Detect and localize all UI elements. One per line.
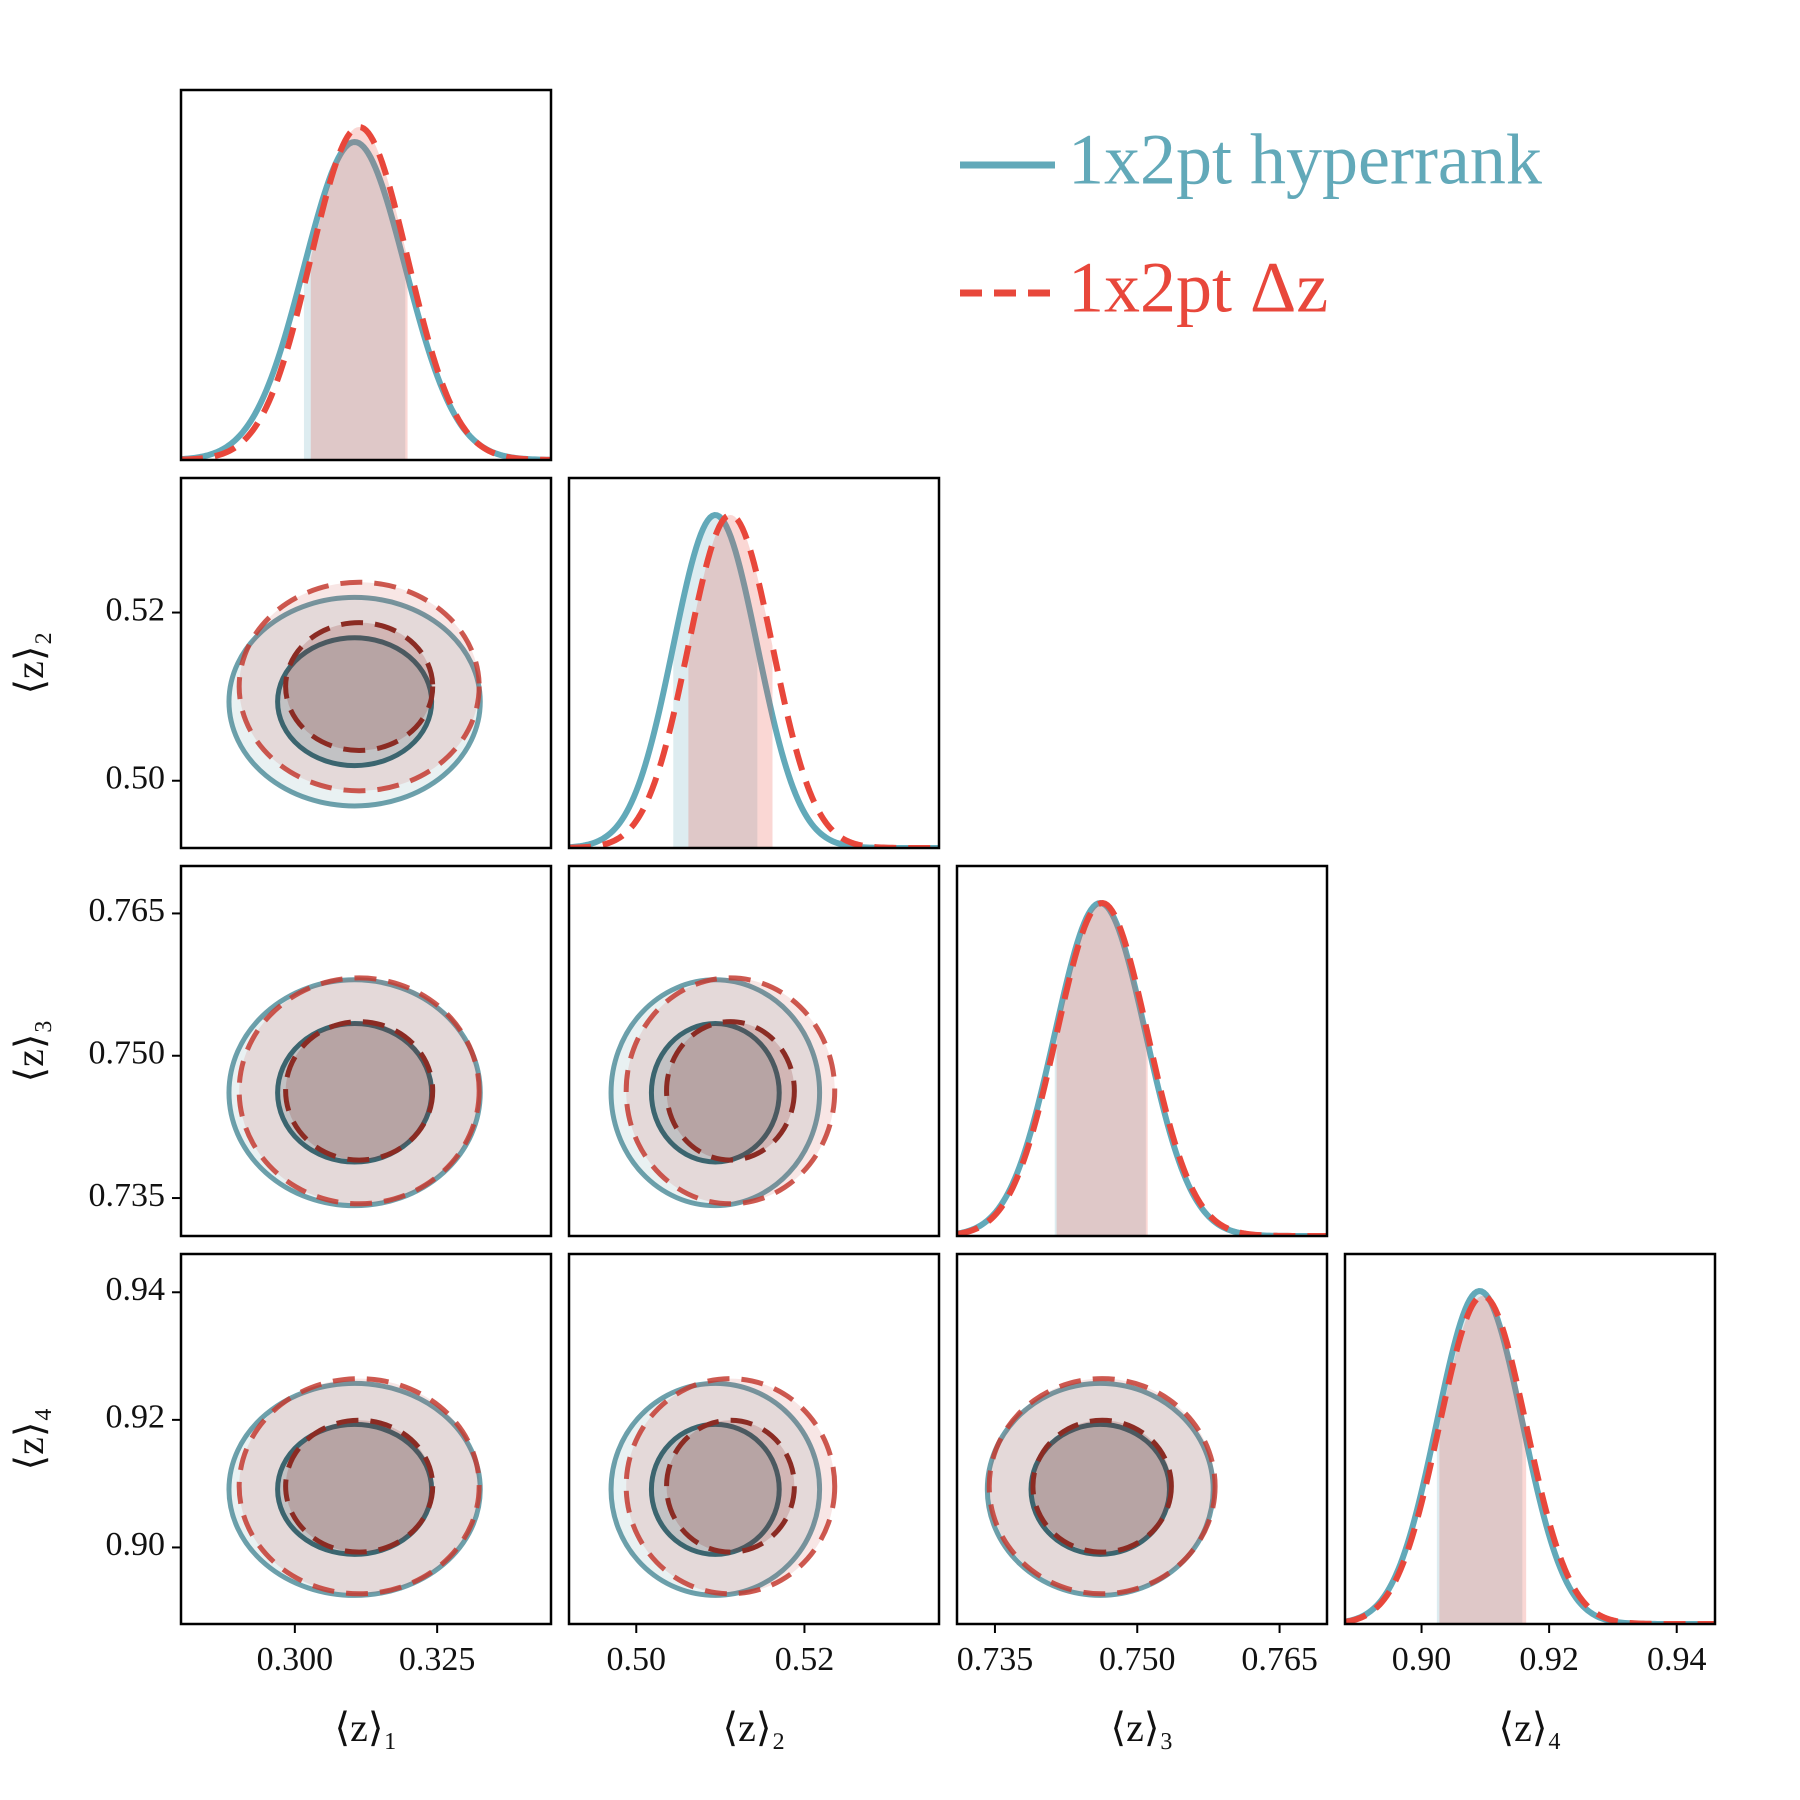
inner-contour bbox=[664, 1019, 797, 1163]
inner-contour bbox=[283, 1019, 436, 1163]
legend-label: 1x2pt Δz bbox=[1068, 248, 1328, 328]
panel bbox=[608, 1376, 838, 1598]
marginal-curve bbox=[957, 899, 1327, 1236]
panel-frame bbox=[1343, 1252, 1717, 1626]
x-tick-label: 0.94 bbox=[1647, 1641, 1707, 1678]
panel-frame bbox=[179, 476, 553, 850]
inner-contour bbox=[283, 1417, 436, 1555]
panel bbox=[569, 511, 939, 848]
legend-label: 1x2pt hyperrank bbox=[1068, 120, 1542, 200]
y-tick-label: 0.50 bbox=[106, 760, 166, 797]
credible-band bbox=[673, 515, 758, 848]
inner-contour bbox=[664, 1417, 797, 1555]
panel-frame bbox=[179, 1252, 553, 1626]
marginal-curve bbox=[181, 123, 551, 460]
panel bbox=[608, 975, 838, 1209]
x-axis-label: ⟨z⟩₁ bbox=[335, 1705, 398, 1750]
x-tick-label: 0.92 bbox=[1519, 1641, 1579, 1678]
panel-frame bbox=[179, 88, 553, 462]
y-tick-label: 0.92 bbox=[106, 1399, 166, 1436]
y-axis-label: ⟨z⟩₂ bbox=[7, 632, 52, 695]
credible-band bbox=[1439, 1295, 1527, 1624]
x-tick-label: 0.765 bbox=[1241, 1641, 1318, 1678]
panel bbox=[1345, 1287, 1715, 1624]
panel bbox=[957, 899, 1327, 1236]
x-tick-label: 0.300 bbox=[257, 1641, 334, 1678]
x-tick-label: 0.735 bbox=[957, 1641, 1034, 1678]
y-tick-label: 0.94 bbox=[106, 1271, 166, 1308]
marginal-curve bbox=[1345, 1292, 1715, 1624]
panel-frame bbox=[955, 1252, 1329, 1626]
y-axis-label: ⟨z⟩₃ bbox=[7, 1020, 52, 1083]
x-tick-label: 0.52 bbox=[775, 1641, 835, 1678]
panel-frame bbox=[567, 864, 941, 1238]
inner-contour bbox=[1030, 1417, 1174, 1555]
x-axis-label: ⟨z⟩₃ bbox=[1111, 1705, 1174, 1750]
panel bbox=[226, 1376, 483, 1598]
inner-contour bbox=[283, 620, 436, 753]
credible-band bbox=[1056, 903, 1148, 1236]
credible-band bbox=[310, 127, 408, 460]
x-axis-label: ⟨z⟩₄ bbox=[1499, 1705, 1562, 1750]
y-axis-label: ⟨z⟩₄ bbox=[7, 1408, 52, 1471]
panel bbox=[226, 975, 483, 1209]
y-tick-label: 0.90 bbox=[106, 1526, 166, 1563]
panel-frame bbox=[179, 864, 553, 1238]
panel bbox=[181, 123, 551, 460]
panel bbox=[226, 579, 483, 809]
x-tick-label: 0.50 bbox=[607, 1641, 667, 1678]
y-tick-label: 0.52 bbox=[106, 591, 166, 628]
credible-band bbox=[1054, 903, 1146, 1236]
x-tick-label: 0.90 bbox=[1392, 1641, 1452, 1678]
panel-frame bbox=[567, 476, 941, 850]
x-tick-label: 0.325 bbox=[399, 1641, 476, 1678]
x-axis-label: ⟨z⟩₂ bbox=[723, 1705, 786, 1750]
y-tick-label: 0.765 bbox=[89, 892, 166, 929]
panel bbox=[984, 1376, 1218, 1598]
credible-band bbox=[303, 141, 406, 460]
panel-frame bbox=[567, 1252, 941, 1626]
panel-frame bbox=[955, 864, 1329, 1238]
credible-band bbox=[688, 515, 773, 848]
y-tick-label: 0.750 bbox=[89, 1035, 166, 1072]
x-tick-label: 0.750 bbox=[1099, 1641, 1176, 1678]
y-tick-label: 0.735 bbox=[89, 1177, 166, 1214]
credible-band bbox=[1436, 1291, 1523, 1624]
